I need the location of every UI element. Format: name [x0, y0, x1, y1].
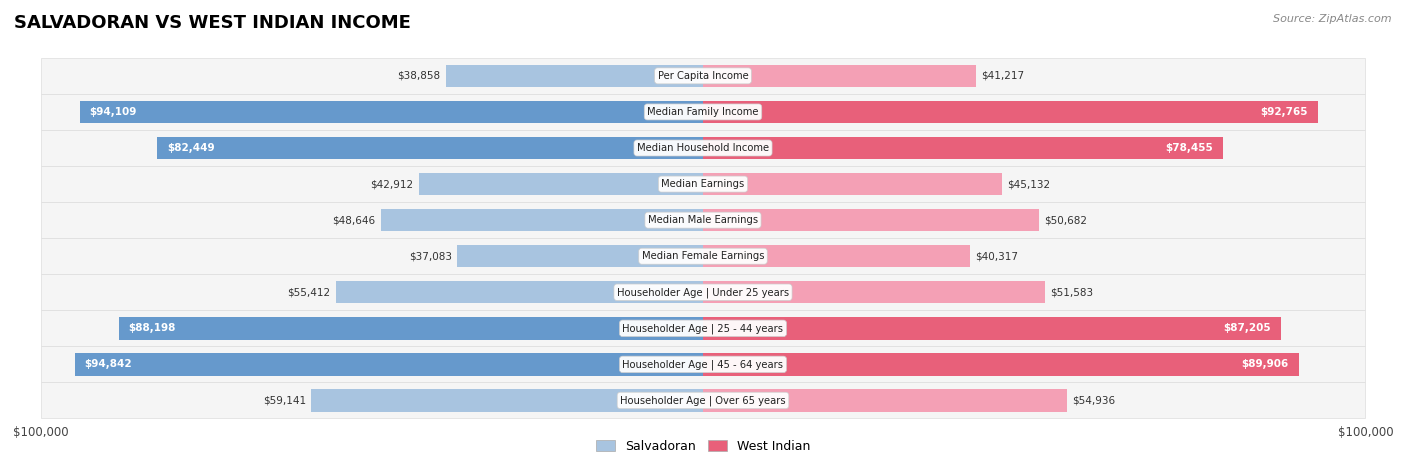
Legend: Salvadoran, West Indian: Salvadoran, West Indian: [591, 435, 815, 458]
Text: Median Male Earnings: Median Male Earnings: [648, 215, 758, 225]
Bar: [41, 130, 1365, 166]
Bar: [419, 173, 703, 195]
Bar: [703, 137, 1223, 159]
Bar: [41, 274, 1365, 310]
Text: Source: ZipAtlas.com: Source: ZipAtlas.com: [1274, 14, 1392, 24]
Text: $38,858: $38,858: [396, 71, 440, 81]
Bar: [703, 209, 1039, 231]
Text: $40,317: $40,317: [976, 251, 1018, 261]
Bar: [457, 245, 703, 268]
Bar: [41, 238, 1365, 274]
Bar: [381, 209, 703, 231]
Text: $42,912: $42,912: [370, 179, 413, 189]
Bar: [41, 382, 1365, 418]
Text: $51,583: $51,583: [1050, 287, 1092, 297]
Bar: [446, 65, 703, 87]
Text: $78,455: $78,455: [1166, 143, 1213, 153]
Text: Median Household Income: Median Household Income: [637, 143, 769, 153]
Text: $45,132: $45,132: [1007, 179, 1050, 189]
Bar: [703, 173, 1002, 195]
Text: Householder Age | Under 25 years: Householder Age | Under 25 years: [617, 287, 789, 297]
Text: $88,198: $88,198: [129, 323, 176, 333]
Bar: [703, 353, 1299, 375]
Text: $94,109: $94,109: [90, 107, 136, 117]
Bar: [703, 389, 1067, 411]
Bar: [41, 166, 1365, 202]
Bar: [41, 202, 1365, 238]
Text: $55,412: $55,412: [287, 287, 330, 297]
Text: $50,682: $50,682: [1045, 215, 1087, 225]
Bar: [703, 65, 976, 87]
Bar: [311, 389, 703, 411]
Bar: [41, 310, 1365, 347]
Text: $87,205: $87,205: [1223, 323, 1271, 333]
Text: Per Capita Income: Per Capita Income: [658, 71, 748, 81]
Text: Householder Age | 45 - 64 years: Householder Age | 45 - 64 years: [623, 359, 783, 370]
Text: Median Female Earnings: Median Female Earnings: [641, 251, 765, 261]
Text: $41,217: $41,217: [981, 71, 1025, 81]
Bar: [703, 101, 1317, 123]
Text: Median Family Income: Median Family Income: [647, 107, 759, 117]
Text: $92,765: $92,765: [1260, 107, 1308, 117]
Text: $94,842: $94,842: [84, 360, 132, 369]
Bar: [157, 137, 703, 159]
Text: Median Earnings: Median Earnings: [661, 179, 745, 189]
Bar: [41, 347, 1365, 382]
Bar: [703, 245, 970, 268]
Bar: [703, 281, 1045, 304]
Text: $54,936: $54,936: [1073, 396, 1115, 405]
Text: $82,449: $82,449: [167, 143, 214, 153]
Text: Householder Age | 25 - 44 years: Householder Age | 25 - 44 years: [623, 323, 783, 333]
Bar: [118, 317, 703, 340]
Bar: [75, 353, 703, 375]
Text: $48,646: $48,646: [332, 215, 375, 225]
Text: $59,141: $59,141: [263, 396, 307, 405]
Bar: [41, 94, 1365, 130]
Bar: [41, 58, 1365, 94]
Text: $37,083: $37,083: [409, 251, 453, 261]
Text: Householder Age | Over 65 years: Householder Age | Over 65 years: [620, 395, 786, 406]
Text: $89,906: $89,906: [1241, 360, 1289, 369]
Text: SALVADORAN VS WEST INDIAN INCOME: SALVADORAN VS WEST INDIAN INCOME: [14, 14, 411, 32]
Bar: [703, 317, 1281, 340]
Bar: [80, 101, 703, 123]
Bar: [336, 281, 703, 304]
